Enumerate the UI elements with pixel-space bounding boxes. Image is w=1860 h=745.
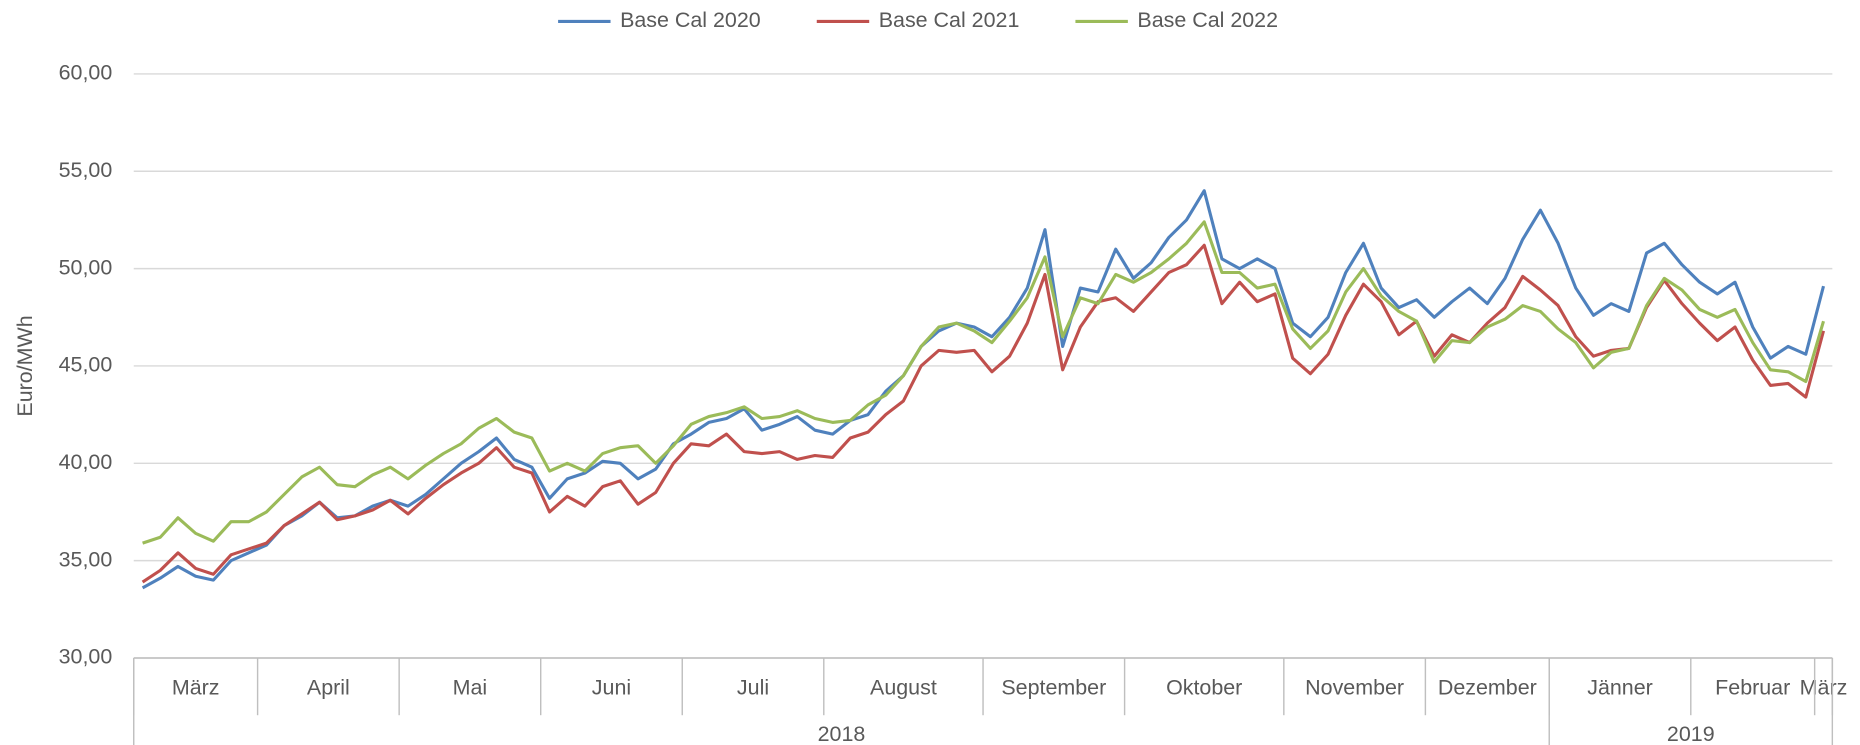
y-tick-label: 30,00 — [59, 645, 113, 669]
legend-label: Base Cal 2020 — [620, 8, 761, 32]
x-tick-label: Februar — [1715, 676, 1790, 700]
x-tick-label: August — [870, 676, 937, 700]
series-line — [141, 243, 1825, 584]
x-tick-label: April — [307, 676, 350, 700]
year-label: 2019 — [1667, 722, 1715, 745]
x-tick-label: Dezember — [1438, 676, 1537, 700]
x-tick-label: Juli — [737, 676, 769, 700]
x-tick-label: Mai — [453, 676, 488, 700]
series-line — [142, 220, 1825, 545]
x-tick-label: März — [1800, 676, 1848, 700]
x-tick-label: September — [1001, 676, 1106, 700]
y-axis-label: Euro/MWh — [13, 315, 37, 416]
y-tick-label: 40,00 — [59, 450, 113, 474]
year-label: 2018 — [818, 722, 866, 745]
x-tick-label: Jänner — [1587, 676, 1653, 700]
y-tick-label: 55,00 — [59, 158, 113, 182]
series-line — [141, 189, 1825, 590]
x-tick-label: November — [1305, 676, 1404, 700]
x-tick-label: Juni — [592, 676, 631, 700]
legend-label: Base Cal 2021 — [879, 8, 1020, 32]
x-tick-label: März — [172, 676, 220, 700]
y-tick-label: 45,00 — [59, 353, 113, 377]
y-tick-label: 60,00 — [59, 61, 113, 85]
y-tick-label: 50,00 — [59, 255, 113, 279]
y-tick-label: 35,00 — [59, 547, 113, 571]
x-tick-label: Oktober — [1166, 676, 1242, 700]
legend-label: Base Cal 2022 — [1137, 8, 1278, 32]
